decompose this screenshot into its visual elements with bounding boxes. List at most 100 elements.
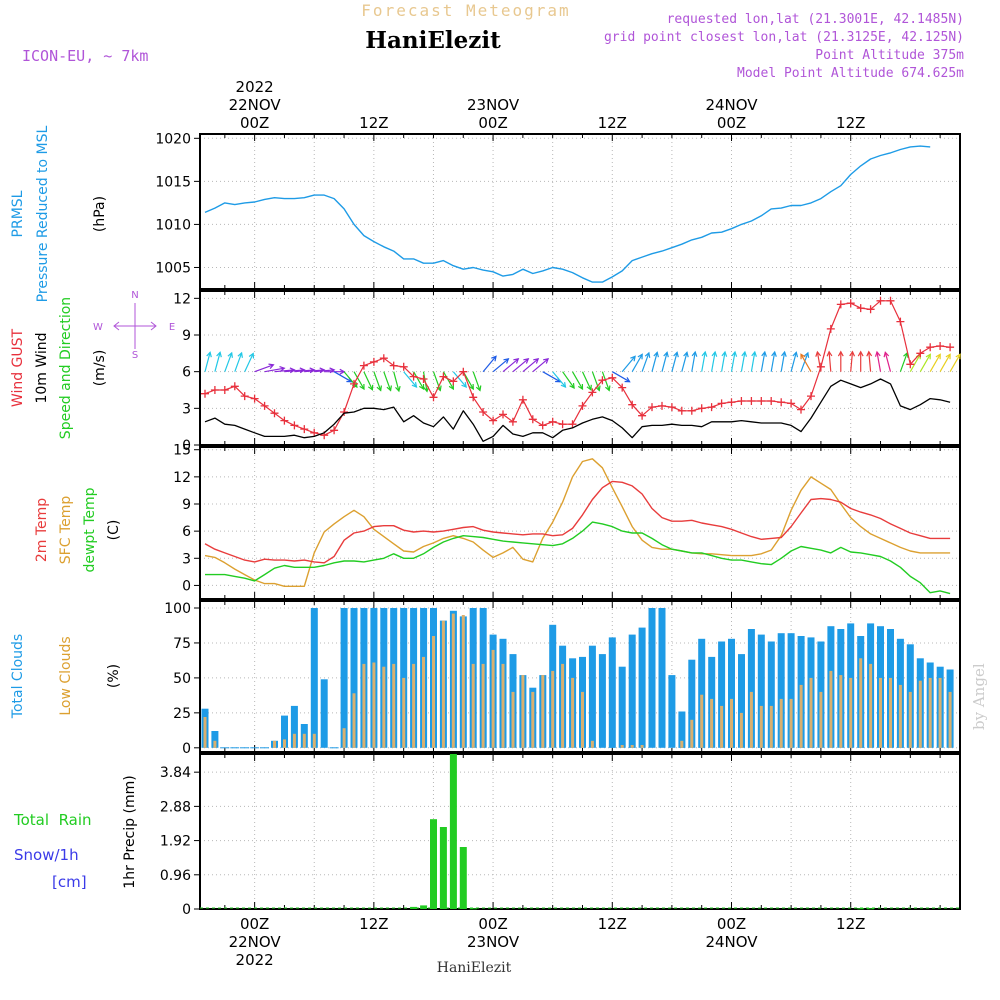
top-time-label: 00Z <box>717 114 746 132</box>
wind-direction-arrowhead <box>605 385 611 392</box>
wind-gust-marker <box>826 324 835 333</box>
prmsl-line <box>204 145 931 283</box>
rain-bar <box>420 905 428 909</box>
wind-gust-marker <box>379 354 388 363</box>
wind-gust-marker <box>429 393 438 402</box>
wind-gust-marker <box>936 342 945 350</box>
low-cloud-bar <box>561 663 565 748</box>
wind-direction-arrow <box>581 371 592 391</box>
wind-direction-arrowhead <box>586 384 592 391</box>
wind-direction-arrow <box>244 353 254 372</box>
wind-gust-marker <box>369 357 378 366</box>
compass-south: S <box>132 350 138 361</box>
wind-gust-marker <box>499 410 507 419</box>
bottom-time-label: 12Z <box>359 915 388 933</box>
wind-direction-arrow <box>750 351 756 372</box>
low-cloud-bar <box>392 663 396 748</box>
bottom-time-label: 22NOV <box>229 933 282 951</box>
wind-gust-marker <box>747 397 756 405</box>
wind-gust-marker <box>489 416 498 425</box>
pressure-panel-labels: PRMSL Pressure Reduced to MSL (hPa) <box>10 125 108 302</box>
wind-direction-arrow <box>919 354 931 372</box>
wind-direction-arrow <box>294 369 315 373</box>
total-cloud-bar <box>777 633 785 748</box>
wind-direction-arrow <box>641 352 650 372</box>
bottom-time-label: 12Z <box>598 915 627 933</box>
total-cloud-bar <box>738 654 745 748</box>
total-cloud-bar <box>618 666 626 748</box>
low-cloud-bar <box>461 615 465 748</box>
total-cloud-bar <box>787 633 795 748</box>
wind-ytick-label: 3 <box>182 401 191 417</box>
low-cloud-bar <box>759 705 763 748</box>
closest-grid-point: grid point closest lon,lat (21.3125E, 42… <box>604 30 964 45</box>
wind-direction-arrow <box>909 354 921 372</box>
top-time-label: 2022 <box>236 78 274 96</box>
low-cloud-bar <box>501 663 505 748</box>
wind-gust-marker <box>618 383 627 392</box>
dewpt-temp-label: dewpt Temp <box>82 487 98 572</box>
wind-direction-arrowhead <box>637 353 643 360</box>
wind-direction-arrowhead <box>475 385 482 392</box>
low-cloud-bar <box>551 670 555 748</box>
wind-direction-arrowhead <box>849 350 856 357</box>
wind-direction-arrowhead <box>206 351 212 358</box>
wind-direction-arrowhead <box>644 351 651 358</box>
low-cloud-bar <box>739 712 743 748</box>
temp-ytick-label: 15 <box>173 443 191 459</box>
wind-direction-arrowhead <box>216 351 222 358</box>
wind-gust-marker <box>230 382 239 391</box>
wind-direction-arrow <box>939 354 951 372</box>
low-cloud-bar <box>769 705 773 748</box>
wind-direction-arrow <box>492 358 509 373</box>
total-cloud-bar <box>638 627 646 748</box>
bottom-time-label: 2022 <box>236 951 274 969</box>
10m-wind-label: 10m Wind <box>34 332 50 403</box>
wind-direction-arrow <box>591 371 600 391</box>
wind-direction-arrow <box>214 352 221 372</box>
wind-direction-arrowhead <box>411 381 418 388</box>
wind-direction-arrowhead <box>883 351 890 358</box>
total-cloud-bar <box>757 634 765 748</box>
rain-frame <box>199 753 961 910</box>
low-cloud-bar <box>948 691 952 748</box>
wind-direction-arrow <box>949 354 961 372</box>
wind-gust-marker <box>648 403 656 412</box>
total-cloud-bar <box>648 608 656 748</box>
pressure-reduced-label: Pressure Reduced to MSL <box>35 125 51 302</box>
wind-direction-arrow <box>562 371 575 389</box>
wind-direction-arrow <box>522 358 539 373</box>
wind-direction-arrow <box>393 371 400 392</box>
wind-direction-arrow <box>740 351 746 372</box>
wind-gust-marker <box>439 372 448 381</box>
wind-gust-marker <box>777 398 786 407</box>
low-cloud-bar <box>859 658 863 748</box>
total-cloud-bar <box>608 637 616 748</box>
bottom-time-label: 00Z <box>240 915 269 933</box>
wind-gust-marker <box>340 408 349 416</box>
sfc-temp-line <box>204 458 951 587</box>
wind-direction-arrow <box>413 371 425 390</box>
model-label: ICON-EU, ~ 7km <box>22 47 148 65</box>
wind-direction-arrowhead <box>237 351 243 358</box>
compass-north: N <box>131 290 138 301</box>
wind-direction-arrow <box>353 371 365 390</box>
wind-direction-arrowhead <box>683 351 689 358</box>
wind-gust-marker <box>946 343 955 352</box>
wind-direction-arrow <box>284 369 305 373</box>
cloud-panel: 0 25 50 75 100 <box>164 600 961 757</box>
wind-gust-marker <box>846 299 855 308</box>
wind-direction-arrow <box>472 371 481 391</box>
low-cloud-bar <box>809 677 813 748</box>
wind-direction-arrow <box>403 371 417 388</box>
wind-direction-arrowhead <box>630 355 636 362</box>
wind-direction-arrow <box>601 371 610 391</box>
total-cloud-bar <box>598 654 606 748</box>
wind-direction-arrowhead <box>866 350 873 357</box>
low-cloud-bar <box>412 663 416 748</box>
wind-gust-marker <box>210 386 219 394</box>
low-cloud-bar <box>938 677 942 748</box>
total-cloud-bar <box>281 715 288 748</box>
wind-frame <box>199 290 961 446</box>
